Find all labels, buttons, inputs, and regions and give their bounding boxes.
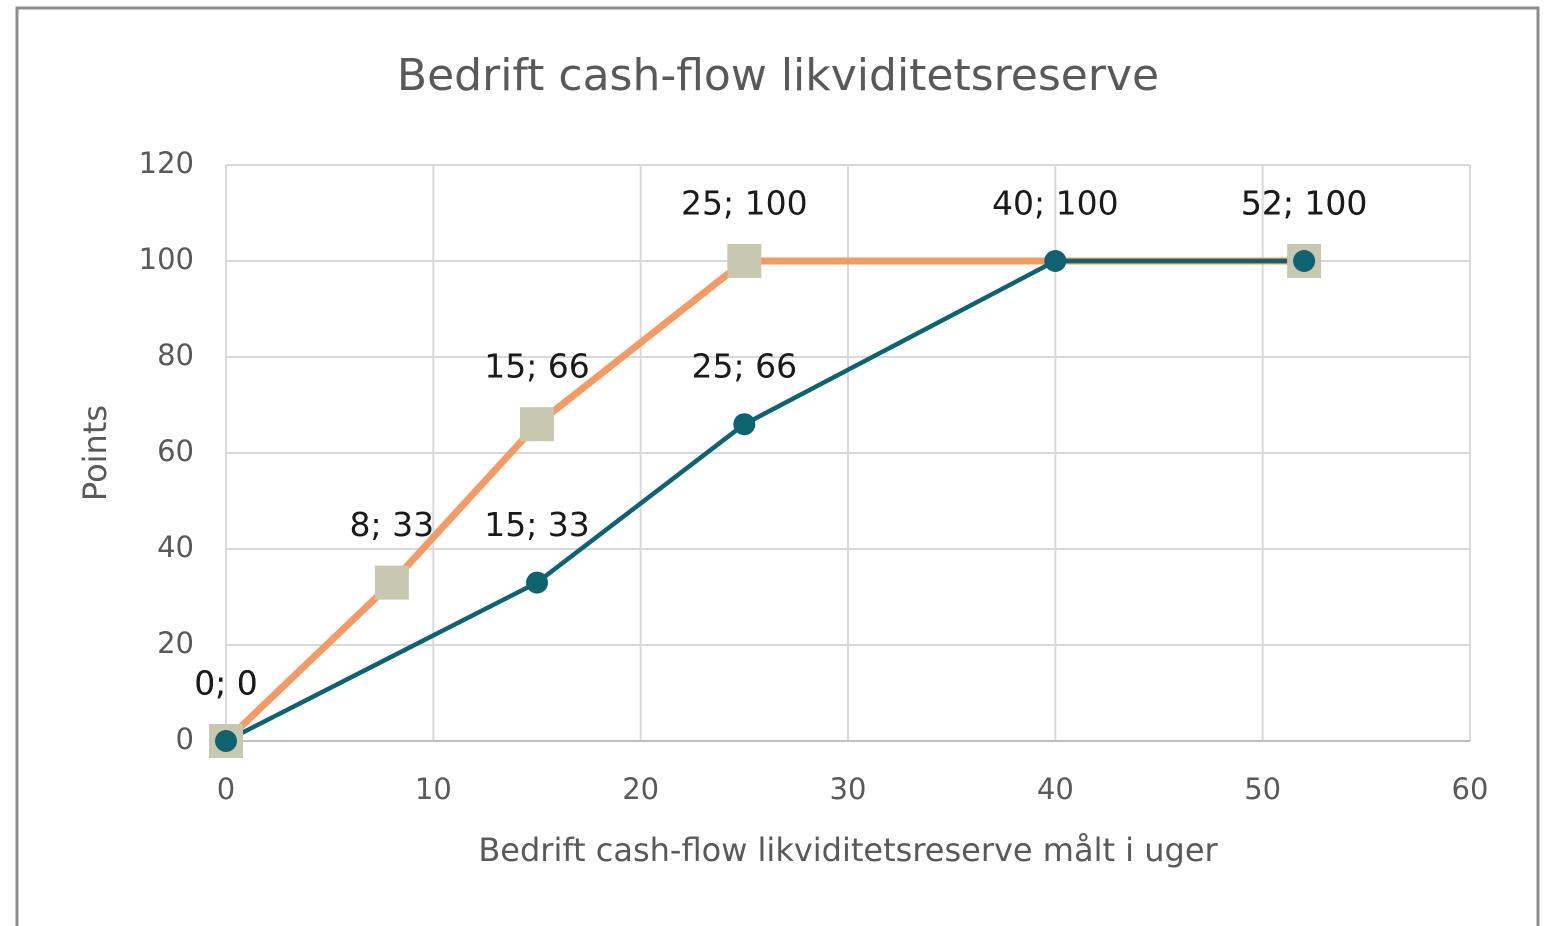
marker [520, 407, 554, 442]
data-label: 52; 100 [1241, 184, 1368, 223]
y-tick-label: 0 [176, 722, 194, 756]
x-tick-label: 0 [217, 772, 235, 806]
marker [374, 565, 409, 600]
marker [1293, 250, 1316, 272]
y-tick-label: 100 [139, 242, 194, 276]
marker [215, 730, 237, 752]
chart-border [15, 6, 1540, 926]
data-label: 0; 0 [194, 664, 258, 703]
x-tick-label: 60 [1452, 772, 1489, 806]
data-label: 25; 100 [681, 184, 808, 223]
x-tick-label: 20 [622, 772, 659, 806]
x-tick-label: 50 [1244, 772, 1281, 806]
y-tick-label: 120 [139, 146, 194, 180]
marker [727, 244, 762, 278]
data-label: 8; 33 [350, 505, 435, 544]
x-axis-title: Bedrift cash-flow likviditetsreserve mål… [478, 831, 1218, 869]
y-tick-label: 60 [157, 434, 194, 468]
data-label: 52; 100 [1241, 184, 1368, 223]
data-label: 25; 66 [692, 347, 798, 386]
y-tick-label: 80 [157, 338, 194, 372]
y-tick-label: 20 [157, 626, 194, 660]
x-tick-label: 40 [1037, 772, 1074, 806]
y-tick-label: 40 [157, 530, 194, 564]
data-label: 0; 0 [194, 664, 258, 703]
y-axis-title: Points [76, 405, 114, 501]
data-label: 15; 33 [484, 505, 590, 544]
data-label: 15; 66 [484, 347, 590, 386]
data-label: 40; 100 [992, 184, 1119, 223]
marker [526, 571, 548, 594]
x-tick-label: 30 [830, 772, 867, 806]
x-tick-label: 10 [415, 772, 452, 806]
marker [733, 413, 756, 436]
chart-title: Bedrift cash-flow likviditetsreserve [397, 50, 1159, 101]
marker [1044, 250, 1067, 272]
